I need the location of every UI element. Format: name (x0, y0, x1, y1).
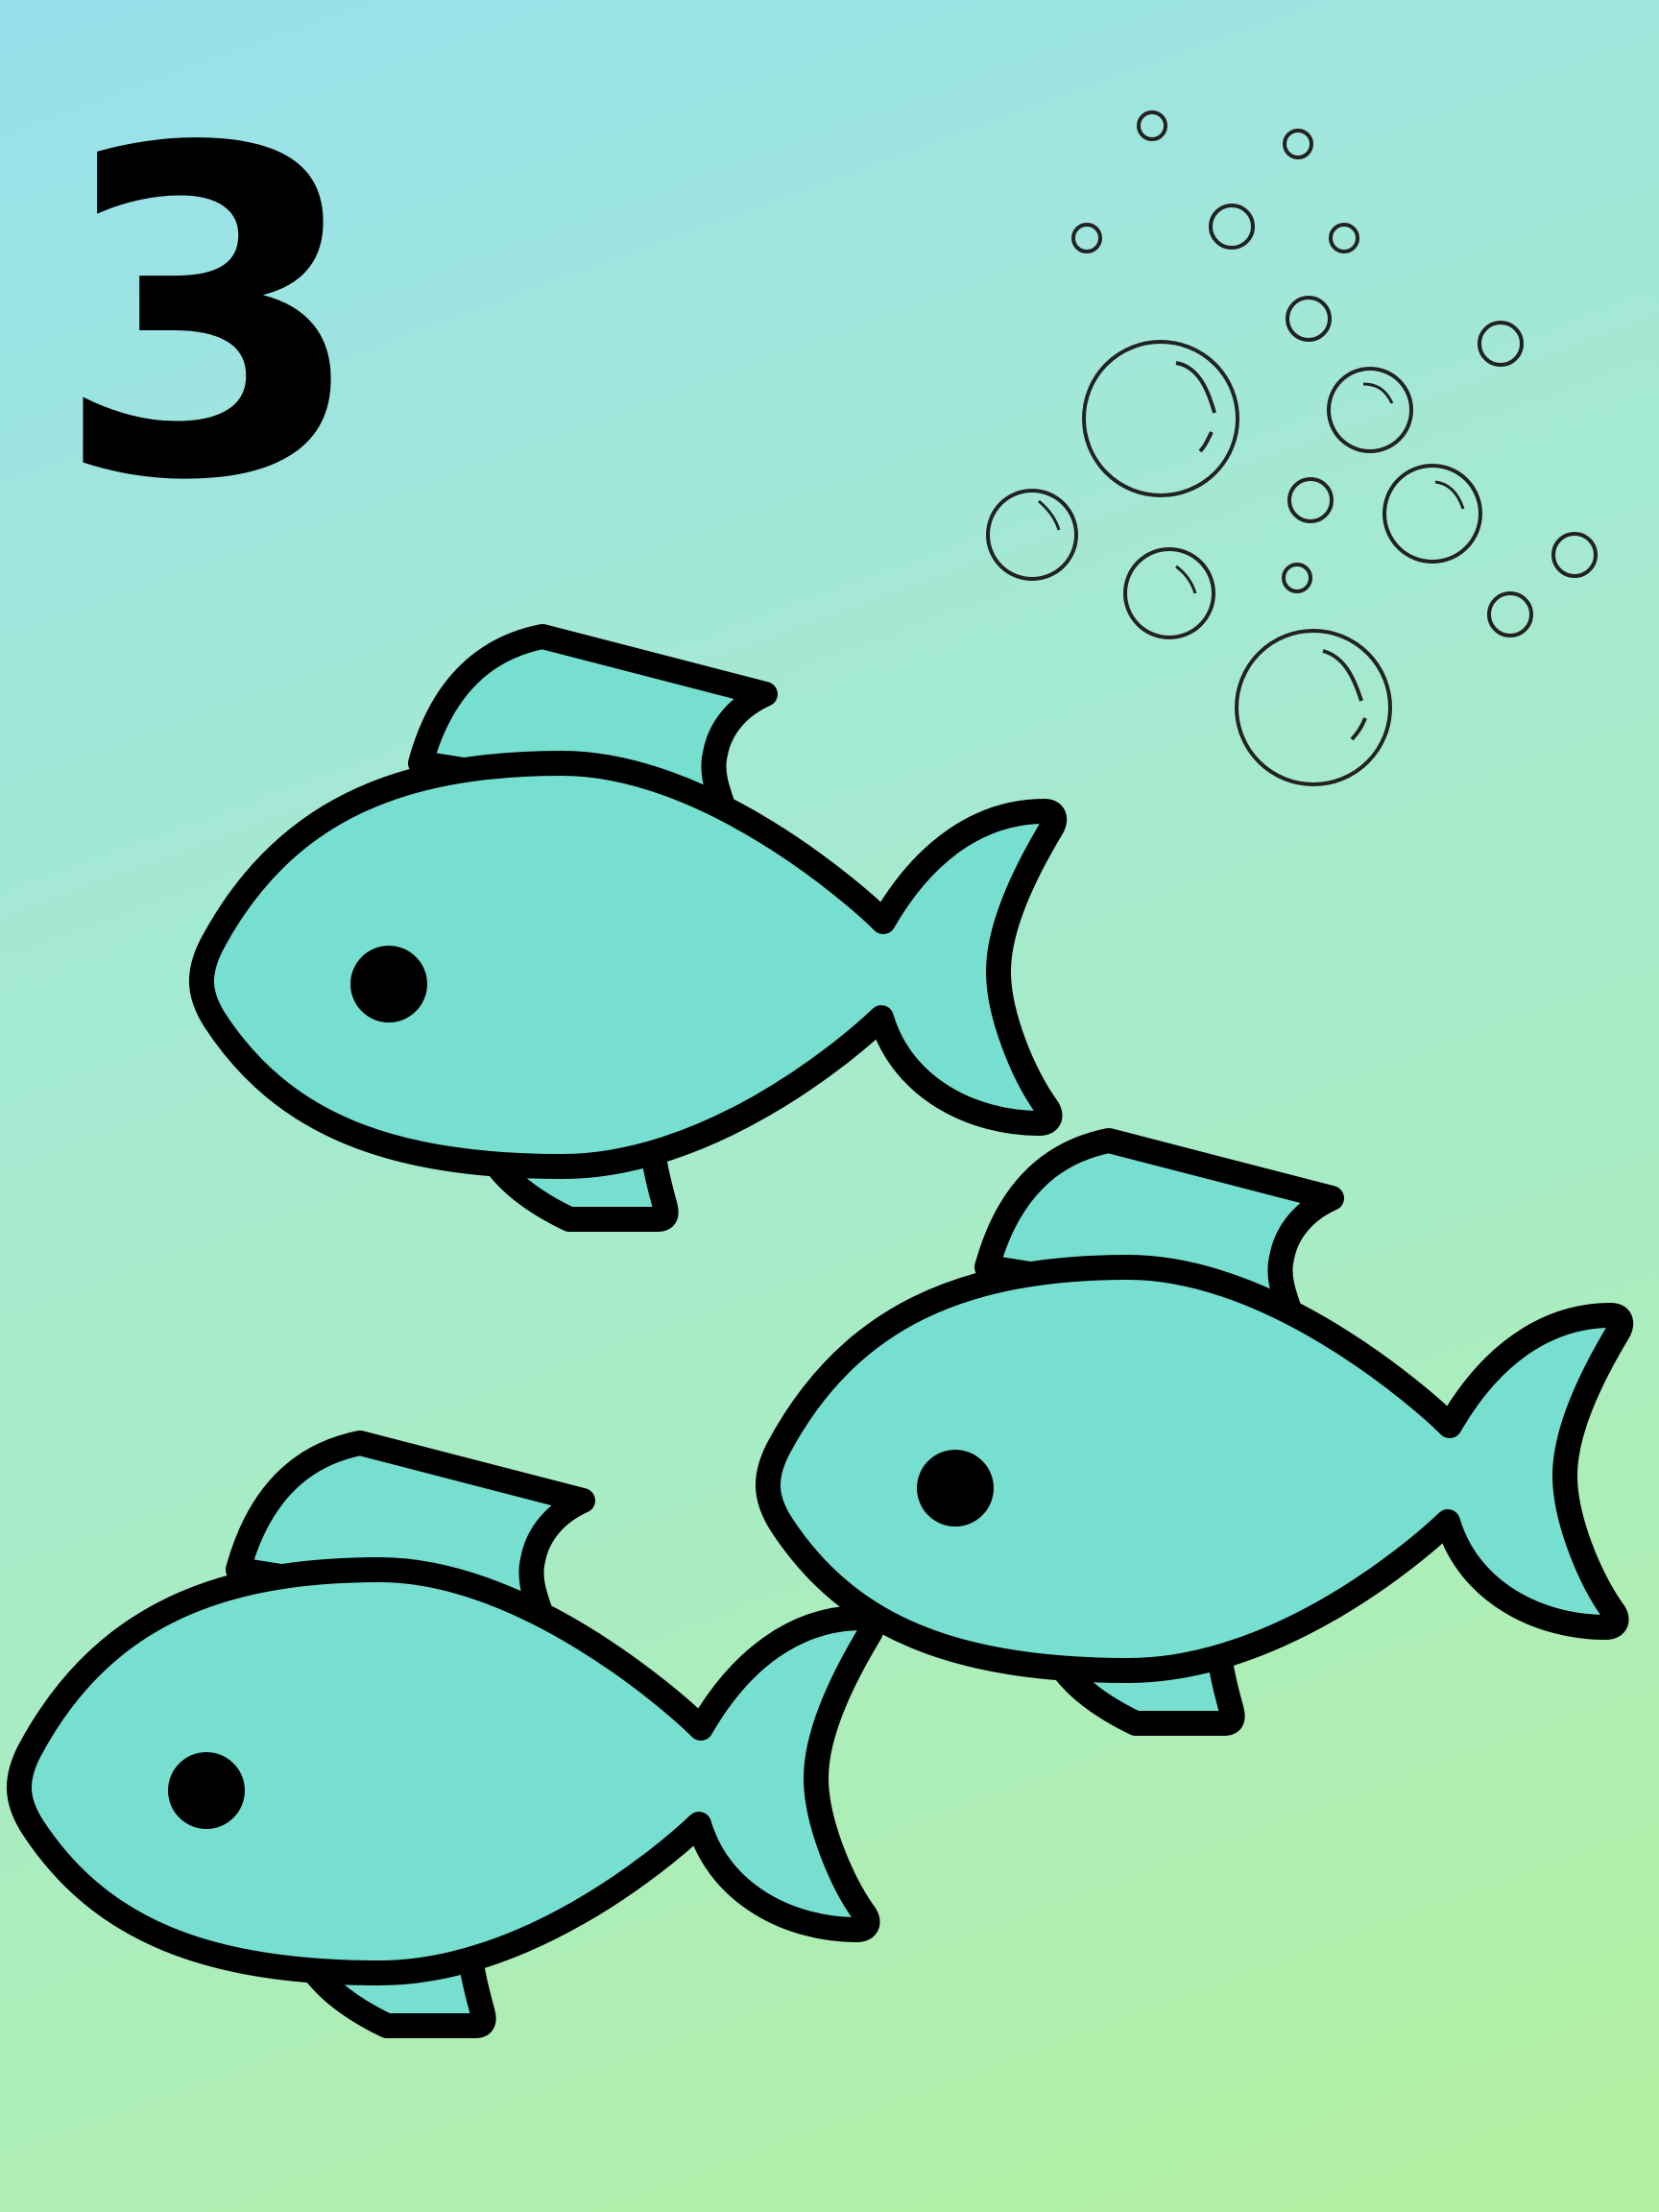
number-label: 3 (53, 54, 368, 579)
bubbles-icon (986, 110, 1598, 786)
fish-icon (19, 1443, 872, 2026)
fish-icon (202, 637, 1054, 1219)
fish-icon (768, 1141, 1621, 1723)
